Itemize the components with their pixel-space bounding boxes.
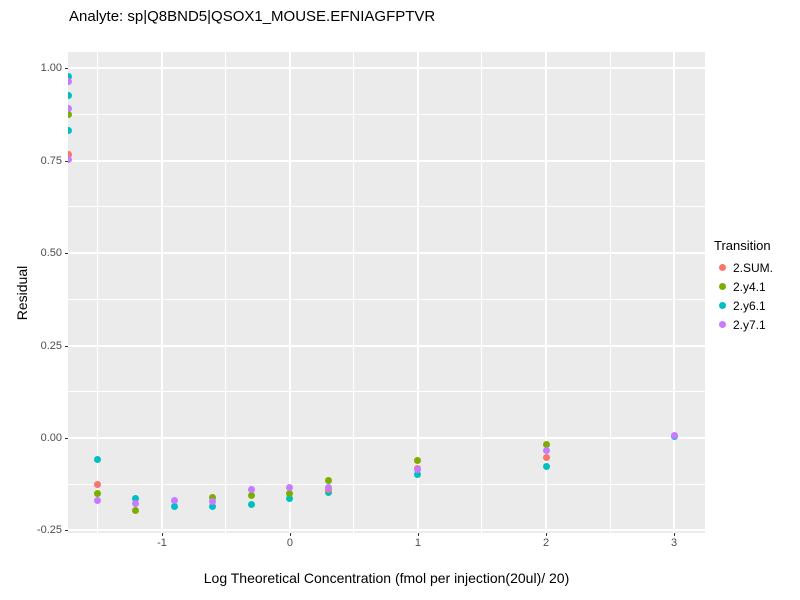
x-major-gridline	[288, 52, 291, 533]
x-minor-gridline	[353, 52, 355, 533]
data-point	[542, 441, 550, 449]
data-point	[414, 471, 422, 479]
legend-key-dot	[719, 321, 726, 328]
data-point	[247, 486, 255, 494]
data-point	[286, 484, 294, 492]
legend-key-dot	[719, 264, 726, 271]
legend-entry: 2.y6.1	[714, 296, 773, 315]
x-axis-tick-mark	[417, 533, 419, 536]
x-minor-gridline	[225, 52, 227, 533]
legend-entry: 2.y7.1	[714, 315, 773, 334]
x-axis-title: Log Theoretical Concentration (fmol per …	[203, 570, 570, 586]
legend-title: Transition	[714, 238, 771, 253]
x-axis-tick-mark	[674, 533, 676, 536]
x-axis-tick-mark	[161, 533, 163, 536]
legend-key-dot	[719, 283, 726, 290]
data-point	[68, 126, 73, 134]
data-point	[414, 456, 422, 464]
x-major-gridline	[673, 52, 676, 533]
legend: Transition 2.SUM. 2.y4.1 2.y6.1 2.y7.1	[714, 238, 773, 334]
data-point	[170, 496, 178, 504]
legend-entry-label: 2.y4.1	[733, 279, 766, 294]
x-axis-tick-mark	[546, 533, 547, 536]
y-minor-gridline	[68, 391, 705, 393]
x-axis-tick-label: 2	[542, 537, 550, 549]
data-point	[68, 156, 73, 164]
data-point	[68, 105, 73, 113]
data-point	[542, 463, 550, 471]
data-point	[286, 490, 294, 498]
data-point	[209, 493, 217, 501]
data-point	[68, 92, 73, 100]
legend-entry: 2.y4.1	[714, 277, 773, 296]
y-major-gridline	[68, 529, 705, 532]
data-point	[414, 465, 422, 473]
legend-key	[714, 297, 731, 314]
plot-panel	[68, 52, 705, 533]
x-axis-tick-mark	[289, 533, 291, 536]
data-point	[286, 494, 294, 502]
x-axis-tick-label: 3	[670, 537, 678, 549]
data-point	[247, 492, 255, 500]
data-point	[132, 506, 140, 514]
y-major-gridline	[68, 436, 705, 439]
data-point	[247, 501, 255, 509]
legend-key-dot	[719, 302, 726, 309]
data-point	[68, 110, 73, 118]
data-point	[170, 502, 178, 510]
data-point	[68, 72, 73, 80]
data-point	[132, 494, 140, 502]
x-major-gridline	[160, 52, 163, 533]
x-axis-tick-label: 1	[414, 537, 422, 549]
y-axis-title: Residual	[14, 265, 30, 321]
y-minor-gridline	[68, 483, 705, 485]
data-point	[68, 150, 73, 158]
x-minor-gridline	[609, 52, 611, 533]
data-point	[325, 484, 332, 492]
legend-entry-label: 2.y7.1	[733, 317, 766, 332]
legend-entry-label: 2.SUM.	[733, 260, 774, 275]
y-major-gridline	[68, 252, 705, 255]
y-minor-gridline	[68, 206, 705, 208]
data-point	[670, 431, 678, 439]
data-point	[132, 499, 140, 507]
legend-key	[714, 278, 731, 295]
data-point	[325, 477, 332, 485]
x-major-gridline	[416, 52, 419, 533]
y-major-gridline	[68, 67, 705, 70]
data-point	[209, 498, 217, 506]
data-point	[542, 453, 550, 461]
x-axis-tick-label: -1	[157, 537, 167, 549]
x-axis-tick-label: 0	[286, 537, 294, 549]
y-minor-gridline	[68, 113, 705, 115]
legend-entries: 2.SUM. 2.y4.1 2.y6.1 2.y7.1	[714, 258, 773, 334]
data-point	[93, 489, 101, 497]
x-minor-gridline	[97, 52, 99, 533]
data-point	[93, 496, 101, 504]
data-point	[209, 503, 217, 511]
y-minor-gridline	[68, 298, 705, 300]
x-minor-gridline	[481, 52, 483, 533]
data-point	[93, 456, 101, 464]
plot-title: Analyte: sp|Q8BND5|QSOX1_MOUSE.EFNIAGFPT…	[69, 8, 436, 25]
legend-entry: 2.SUM.	[714, 258, 773, 277]
y-major-gridline	[68, 159, 705, 162]
y-axis-tick-label: -0.25	[36, 524, 62, 537]
x-major-gridline	[545, 52, 547, 533]
legend-key	[714, 316, 731, 333]
y-major-gridline	[68, 344, 705, 347]
data-point	[542, 446, 550, 454]
legend-entry-label: 2.y6.1	[733, 298, 766, 313]
legend-key	[714, 259, 731, 276]
y-axis-tick-label: 1.00	[40, 62, 62, 75]
data-point	[93, 481, 101, 489]
data-point	[68, 77, 73, 85]
